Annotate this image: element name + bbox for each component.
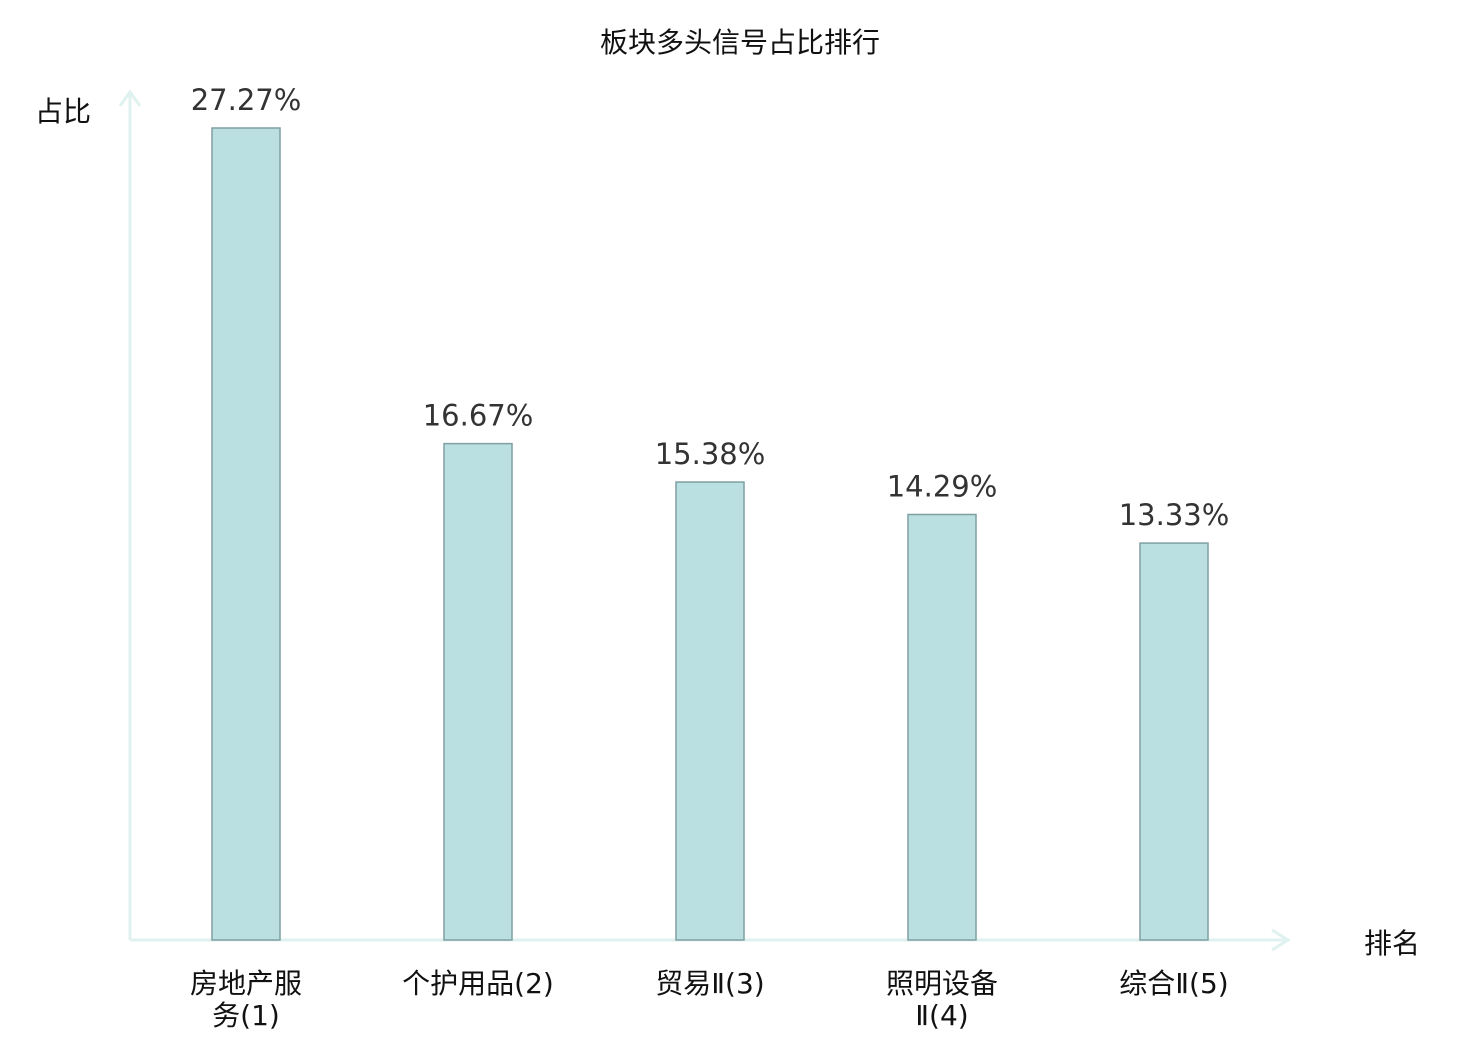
x-axis-label: 排名: [1364, 927, 1420, 960]
chart-title: 板块多头信号占比排行: [600, 26, 880, 59]
category-label-4-line-2: Ⅱ(4): [915, 999, 968, 1032]
category-label-1-line-1: 房地产服: [190, 967, 302, 1000]
category-label-5-line-1: 综合Ⅱ(5): [1119, 967, 1228, 1000]
category-label-4-line-1: 照明设备: [886, 967, 998, 1000]
y-axis-arrow-icon: [118, 89, 142, 107]
y-axis-label: 占比: [35, 95, 91, 128]
bar-1: [211, 127, 281, 941]
y-axis: [118, 89, 142, 940]
bars-group: [211, 127, 1209, 941]
category-label-1-line-2: 务(1): [212, 999, 280, 1032]
value-label-5: 13.33%: [1119, 498, 1230, 532]
x-axis-arrow-icon: [1271, 928, 1291, 952]
value-label-4: 14.29%: [887, 469, 998, 503]
bar-4: [907, 513, 977, 941]
value-label-1: 27.27%: [191, 83, 302, 117]
category-label-2-line-1: 个护用品(2): [402, 967, 554, 1000]
bar-2: [443, 442, 513, 941]
value-labels-group: 27.27% 16.67% 15.38% 14.29% 13.33%: [191, 83, 1230, 532]
bar-5: [1139, 542, 1209, 941]
bar-3: [675, 481, 745, 941]
category-label-3-line-1: 贸易Ⅱ(3): [655, 967, 764, 1000]
value-label-2: 16.67%: [423, 399, 534, 433]
value-label-3: 15.38%: [655, 437, 766, 471]
